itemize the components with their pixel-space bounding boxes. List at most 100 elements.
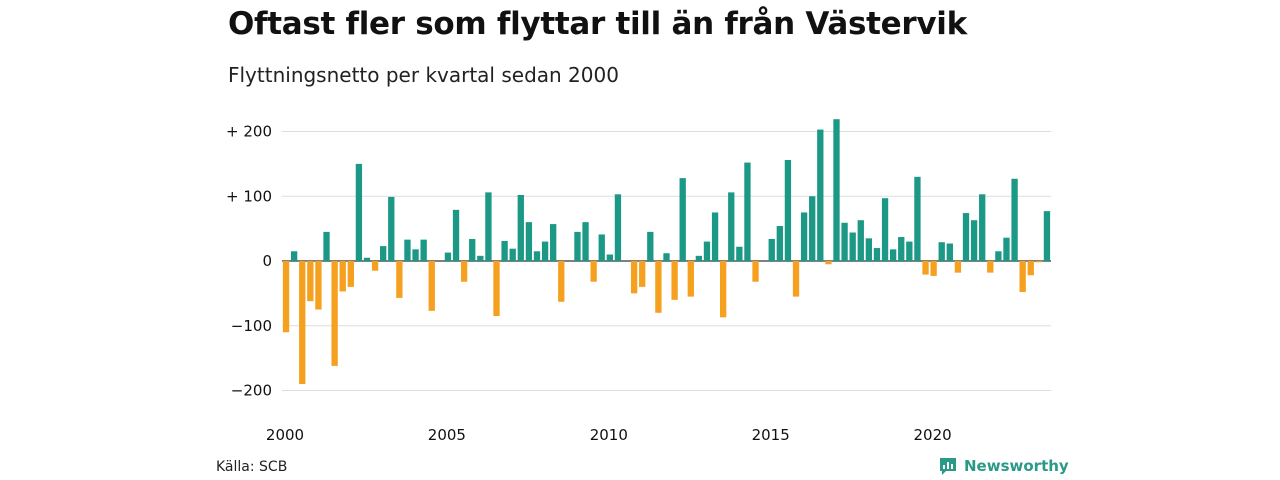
- bar: [970, 220, 978, 261]
- bar: [412, 249, 419, 261]
- brand-name: Newsworthy: [964, 457, 1069, 475]
- bar: [663, 253, 670, 261]
- bar: [655, 261, 662, 313]
- bar: [493, 261, 500, 317]
- bar: [282, 261, 290, 333]
- bar: [541, 241, 549, 261]
- bar: [396, 261, 403, 298]
- bar: [833, 119, 840, 261]
- bar: [752, 261, 759, 282]
- bar: [290, 251, 298, 261]
- bar: [558, 261, 565, 302]
- bar: [720, 261, 727, 318]
- bar: [485, 192, 492, 261]
- bar: [598, 234, 605, 261]
- bar: [679, 178, 686, 261]
- bar: [1027, 261, 1034, 276]
- bar: [995, 251, 1002, 261]
- bar: [444, 252, 452, 261]
- bar: [922, 261, 929, 275]
- bar: [315, 261, 322, 310]
- bar: [371, 261, 379, 271]
- bar: [1011, 178, 1018, 261]
- bar: [962, 213, 970, 261]
- bar: [525, 222, 533, 261]
- y-tick-label: 0: [262, 252, 272, 270]
- bar: [299, 261, 306, 385]
- y-tick-label: + 200: [226, 123, 272, 141]
- bar: [800, 212, 808, 261]
- bar: [452, 209, 460, 261]
- bar-chart: + 200 + 100 0 −100 −200 2000 2005 2010 2015 2020: [226, 119, 1051, 444]
- bar: [647, 231, 654, 261]
- bar: [841, 222, 848, 261]
- bar: [889, 249, 897, 261]
- source-note: Källa: SCB: [216, 459, 288, 475]
- bar: [533, 251, 541, 261]
- bar: [1043, 211, 1051, 261]
- bar: [590, 261, 597, 282]
- bar: [817, 129, 824, 261]
- bar: [582, 222, 589, 261]
- bar: [1019, 261, 1026, 293]
- y-tick-label: + 100: [226, 187, 272, 205]
- bar: [307, 261, 314, 302]
- bar: [404, 239, 411, 261]
- newsworthy-logo-icon: [940, 458, 956, 475]
- bar: [792, 261, 800, 297]
- bar: [509, 248, 516, 261]
- bar: [954, 261, 962, 273]
- bar: [428, 261, 435, 311]
- bar: [517, 194, 524, 261]
- bar: [630, 261, 638, 294]
- bar: [946, 243, 953, 261]
- bar: [671, 261, 678, 300]
- bar: [695, 255, 703, 261]
- brand-logo[interactable]: Newsworthy: [938, 456, 1069, 476]
- bar: [711, 212, 719, 261]
- x-tick-label: 2000: [266, 426, 304, 444]
- bar: [550, 224, 557, 261]
- bar: [938, 242, 945, 261]
- bar: [736, 246, 743, 261]
- bar: [898, 237, 905, 261]
- bar: [865, 238, 873, 261]
- bar: [768, 238, 775, 261]
- bar: [331, 261, 338, 366]
- bar: [784, 159, 792, 261]
- bar: [614, 194, 622, 261]
- chart-title: Oftast fler som flyttar till än från Väs…: [228, 6, 967, 42]
- bar: [1035, 261, 1043, 263]
- bar: [809, 196, 816, 261]
- bar: [744, 162, 751, 261]
- bar: [873, 248, 881, 261]
- bar: [703, 241, 711, 261]
- y-tick-label: −100: [231, 317, 272, 335]
- bar: [477, 255, 484, 261]
- bar: [388, 196, 395, 261]
- bar: [728, 192, 735, 261]
- x-axis-ticks: 2000 2005 2010 2015 2020: [266, 426, 952, 444]
- bar: [460, 261, 468, 282]
- bar: [881, 198, 889, 261]
- bar: [323, 231, 330, 261]
- bar: [857, 220, 864, 261]
- y-axis-ticks: + 200 + 100 0 −100 −200: [226, 123, 272, 400]
- bar: [1003, 237, 1010, 261]
- bar-series: [282, 119, 1051, 385]
- bar: [776, 226, 783, 261]
- bar: [906, 241, 913, 261]
- bar: [501, 240, 508, 261]
- bar: [339, 261, 346, 292]
- bar: [420, 239, 427, 261]
- x-tick-label: 2005: [428, 426, 466, 444]
- bar: [639, 261, 646, 287]
- x-tick-label: 2015: [752, 426, 790, 444]
- bar: [979, 194, 986, 261]
- x-tick-label: 2020: [913, 426, 951, 444]
- bar: [355, 163, 363, 261]
- bar: [606, 254, 613, 261]
- bar: [687, 261, 694, 297]
- bar: [574, 231, 581, 261]
- bar: [380, 246, 387, 261]
